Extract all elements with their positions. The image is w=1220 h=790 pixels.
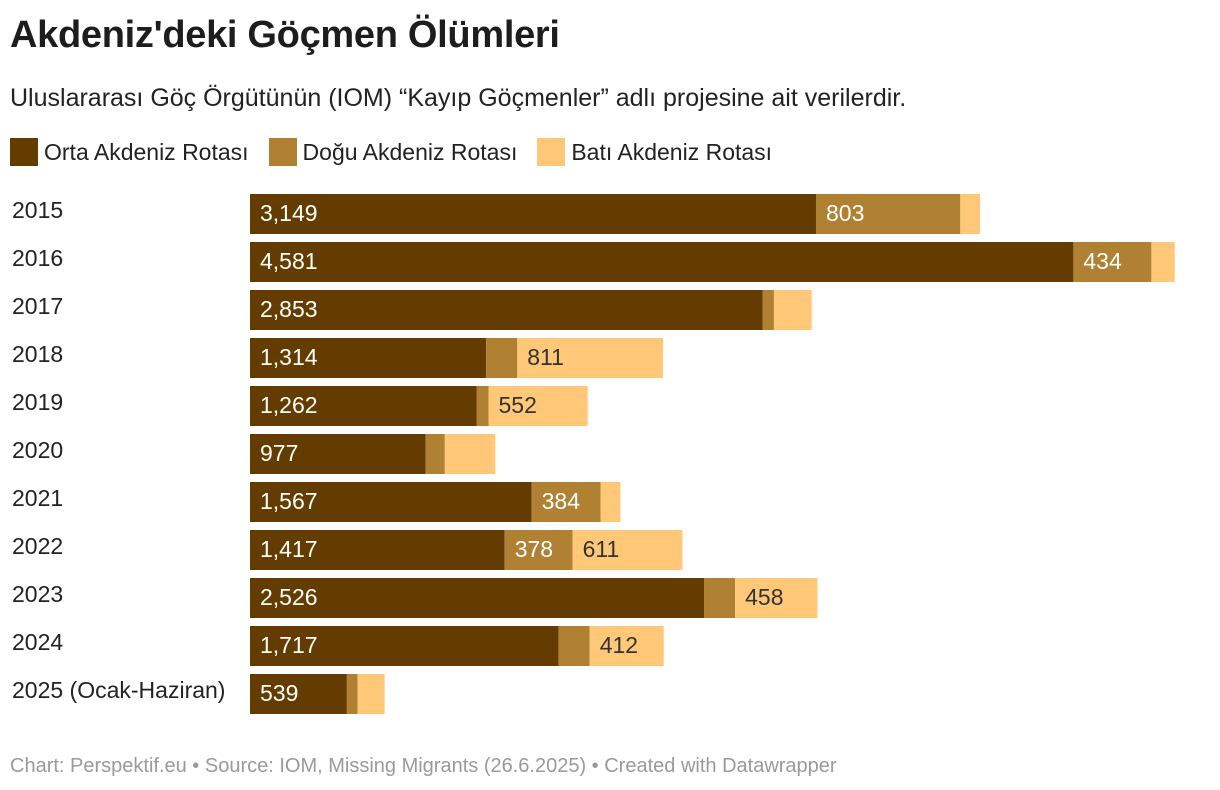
- data-label: 803: [826, 200, 864, 226]
- data-label: 2,526: [260, 584, 318, 610]
- bar-segment: [250, 482, 532, 522]
- chart-subtitle: Uluslararası Göç Örgütünün (IOM) “Kayıp …: [10, 84, 907, 112]
- data-label: 384: [542, 488, 581, 514]
- data-label: 811: [527, 344, 564, 370]
- data-label: 1,262: [260, 392, 318, 418]
- bar-segment: [250, 338, 487, 378]
- data-label: 412: [600, 632, 638, 658]
- bar-segment: [504, 530, 573, 570]
- bar-segment: [250, 626, 559, 666]
- bar-segment: [476, 386, 489, 426]
- category-label: 2017: [12, 293, 63, 319]
- category-label: 2023: [12, 581, 63, 607]
- data-label: 552: [499, 392, 537, 418]
- category-label: 2025 (Ocak-Haziran): [12, 677, 225, 703]
- category-label: 2019: [12, 389, 63, 415]
- legend-item-bati: Batı Akdeniz Rotası: [537, 138, 772, 166]
- category-label: 2020: [12, 437, 63, 463]
- bar-row: 2020 977: [12, 434, 496, 474]
- bar-segment: [250, 578, 705, 618]
- bar-segment: [589, 626, 664, 666]
- bar-segment: [425, 434, 445, 474]
- category-label: 2022: [12, 533, 63, 559]
- bar-row: 2023 2,526 458: [12, 578, 818, 618]
- bar-row: 2017 2,853: [12, 290, 812, 330]
- bar-segment: [815, 194, 961, 234]
- data-label: 539: [260, 680, 298, 706]
- bar-segment: [558, 626, 590, 666]
- bar-segment: [250, 386, 477, 426]
- legend-swatch-bati: [537, 138, 566, 166]
- bar-segment: [960, 194, 981, 234]
- bar-segment: [704, 578, 736, 618]
- bar-row: 2018 1,314 811: [12, 338, 664, 378]
- legend-swatch-orta: [10, 138, 38, 166]
- data-label: 2,853: [260, 296, 318, 322]
- bar-segment: [250, 530, 505, 570]
- bar-segment: [531, 482, 601, 522]
- data-label: 1,417: [260, 536, 318, 562]
- chart-title: Akdeniz'deki Göçmen Ölümleri: [10, 14, 560, 56]
- bar-row: 2019 1,262 552: [12, 386, 588, 426]
- data-label: 611: [583, 536, 620, 562]
- bar-segment: [250, 434, 426, 474]
- bar-segment: [517, 338, 664, 378]
- bar-segment: [600, 482, 621, 522]
- bar-segment: [735, 578, 818, 618]
- bar-segment: [572, 530, 683, 570]
- bar-segment: [773, 290, 812, 330]
- bar-segment: [250, 290, 763, 330]
- legend-label-bati: Batı Akdeniz Rotası: [571, 138, 773, 165]
- legend-swatch-dogu: [268, 138, 297, 166]
- bar-row: 2021 1,567 384: [12, 482, 621, 522]
- category-label: 2015: [12, 197, 63, 223]
- legend-item-orta: Orta Akdeniz Rotası: [10, 138, 249, 166]
- bar-segment: [488, 386, 588, 426]
- bar-segment: [486, 338, 518, 378]
- bar-row: 2025 (Ocak-Haziran) 539: [12, 674, 385, 714]
- bar-segment: [1151, 242, 1175, 282]
- data-label: 1,717: [260, 632, 318, 658]
- data-label: 458: [745, 584, 783, 610]
- legend-label-dogu: Doğu Akdeniz Rotası: [302, 138, 518, 165]
- bar-row: 2024 1,717 412: [12, 626, 664, 666]
- bar-segment: [762, 290, 774, 330]
- bar-segment: [346, 674, 358, 714]
- bar-segment: [250, 194, 816, 234]
- data-label: 434: [1083, 248, 1122, 274]
- bar-row: 2022 1,417 378 611: [12, 530, 683, 570]
- category-label: 2021: [12, 485, 63, 511]
- bar-segment: [357, 674, 385, 714]
- legend-item-dogu: Doğu Akdeniz Rotası: [268, 138, 518, 166]
- bar-segment: [1073, 242, 1152, 282]
- legend: Orta Akdeniz Rotası Doğu Akdeniz Rotası …: [10, 138, 792, 166]
- category-label: 2024: [12, 629, 63, 655]
- data-label: 1,314: [260, 344, 318, 370]
- bar-segment: [250, 242, 1074, 282]
- data-label: 4,581: [260, 248, 318, 274]
- category-label: 2016: [12, 245, 63, 271]
- bar-segment: [444, 434, 496, 474]
- legend-label-orta: Orta Akdeniz Rotası: [44, 138, 249, 165]
- data-label: 977: [260, 440, 298, 466]
- stacked-bar-chart: 2015 3,149 803 2016 4,581 434 2017 2,853 2018 1,3…: [12, 194, 1175, 714]
- category-label: 2018: [12, 341, 63, 367]
- bar-row: 2015 3,149 803: [12, 194, 981, 234]
- data-label: 378: [515, 536, 553, 562]
- data-label: 1,567: [260, 488, 318, 514]
- data-label: 3,149: [260, 200, 318, 226]
- chart-footer: Chart: Perspektif.eu • Source: IOM, Miss…: [10, 755, 837, 777]
- bar-row: 2016 4,581 434: [12, 242, 1175, 282]
- bar-segment: [250, 674, 347, 714]
